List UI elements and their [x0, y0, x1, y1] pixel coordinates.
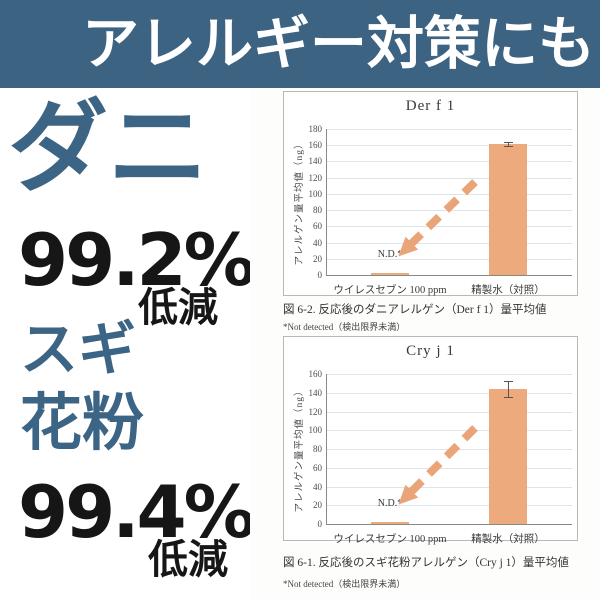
y-tick-label: 20	[313, 500, 322, 510]
y-tick-label: 40	[313, 238, 322, 248]
gridline	[327, 226, 572, 227]
gridline	[327, 129, 572, 130]
y-axis-title: アレルゲン量平均値（ng）	[295, 385, 305, 513]
gridline	[327, 449, 572, 450]
gridline	[327, 259, 572, 260]
y-tick-label: 60	[313, 463, 322, 473]
chart-title: Der f 1	[405, 98, 456, 114]
chart-title: Cry j 1	[406, 343, 455, 359]
gridline	[327, 487, 572, 488]
reduction-percent-mite: 99.2%	[18, 218, 256, 302]
chart-cry-j1: Cry j 1 0 20 40 60 80 100 120 140 160 N.D.* ウイレスセブン…	[283, 336, 578, 545]
y-tick-label: 100	[308, 425, 323, 435]
bar-treated	[371, 273, 409, 275]
chart-der-f1-footnote: *Not detected（検出限界未満）	[283, 322, 406, 332]
y-tick-label: 160	[308, 140, 323, 150]
chart-cry-j1-caption: 図 6-1. 反応後のスギ花粉アレルゲン（Cry j 1）量平均値	[283, 557, 569, 569]
gridline	[327, 505, 572, 506]
allergen-keyword-cedar-line1: スギ	[20, 315, 137, 383]
plot-area: 0 20 40 60 80 100 120 140 160 N.D.* ウイレスセブン 100 pp…	[309, 369, 572, 545]
y-tick-label: 100	[308, 189, 323, 199]
plot-area: 0 20 40 60 80 100 120 140 160 180 N.D.* ウイレスセブン 100…	[309, 124, 572, 296]
error-bar-cap	[504, 381, 513, 382]
y-tick-label: 80	[313, 205, 322, 215]
gridline	[327, 468, 572, 469]
chart-der-f1: Der f 1 0 20 40 60 80 100 120 140 160 180 N.D.* ウイレス…	[283, 91, 578, 296]
allergen-keyword-mite: ダニ	[8, 89, 208, 206]
y-tick-label: 60	[313, 221, 322, 231]
error-bar-cap	[504, 397, 513, 398]
bar-control	[489, 144, 527, 275]
reduction-suffix-mite: 低減	[138, 285, 218, 331]
y-tick-label: 80	[313, 444, 322, 454]
y-tick-label: 180	[308, 124, 323, 134]
chart-cry-j1-footnote: *Not detected（検出限界未満）	[283, 579, 406, 589]
gridline	[327, 412, 572, 413]
gridline	[327, 194, 572, 195]
gridline	[327, 178, 572, 179]
reduction-percent-cedar: 99.4%	[18, 470, 256, 554]
gridline	[327, 161, 572, 162]
y-tick-label: 0	[317, 270, 323, 280]
bar-control	[489, 389, 527, 524]
x-category-label: 精製水（対照）	[471, 285, 545, 296]
error-bar	[508, 381, 509, 397]
gridline	[327, 430, 572, 431]
nd-label: N.D.*	[377, 498, 403, 509]
y-tick-label: 120	[308, 407, 323, 417]
header-banner: アレルギー対策にも	[0, 0, 600, 88]
reduction-suffix-cedar: 低減	[148, 537, 228, 583]
gridline	[327, 393, 572, 394]
chart-der-f1-caption: 図 6-2. 反応後のダニアレルゲン（Der f 1）量平均値	[283, 304, 547, 316]
y-tick-label: 0	[317, 519, 323, 529]
x-category-label: 精製水（対照）	[471, 534, 545, 545]
bar-treated	[371, 522, 409, 524]
error-bar-cap	[504, 146, 513, 147]
allergen-keyword-cedar-line2: 花粉	[20, 386, 145, 459]
nd-label: N.D.*	[377, 249, 403, 260]
banner-title: アレルギー対策にも	[82, 10, 595, 77]
error-bar-cap	[504, 142, 513, 143]
y-axis-title: アレルゲン量平均値（ng）	[295, 138, 305, 266]
reduction-arrow-icon	[398, 179, 478, 257]
y-tick-label: 40	[313, 482, 322, 492]
gridline	[327, 374, 572, 375]
y-tick-label: 140	[308, 388, 323, 398]
error-bar	[508, 142, 509, 146]
y-tick-label: 20	[313, 254, 322, 264]
study-scan-region: Der f 1 0 20 40 60 80 100 120 140 160 180 N.D.* ウイレス…	[250, 88, 600, 600]
y-tick-label: 160	[308, 369, 323, 379]
y-tick-label: 140	[308, 156, 323, 166]
y-tick-label: 120	[308, 173, 323, 183]
x-category-label: ウイレスセブン 100 ppm	[333, 285, 447, 296]
gridline	[327, 210, 572, 211]
x-category-label: ウイレスセブン 100 ppm	[333, 534, 447, 545]
gridline	[327, 145, 572, 146]
gridline	[327, 243, 572, 244]
